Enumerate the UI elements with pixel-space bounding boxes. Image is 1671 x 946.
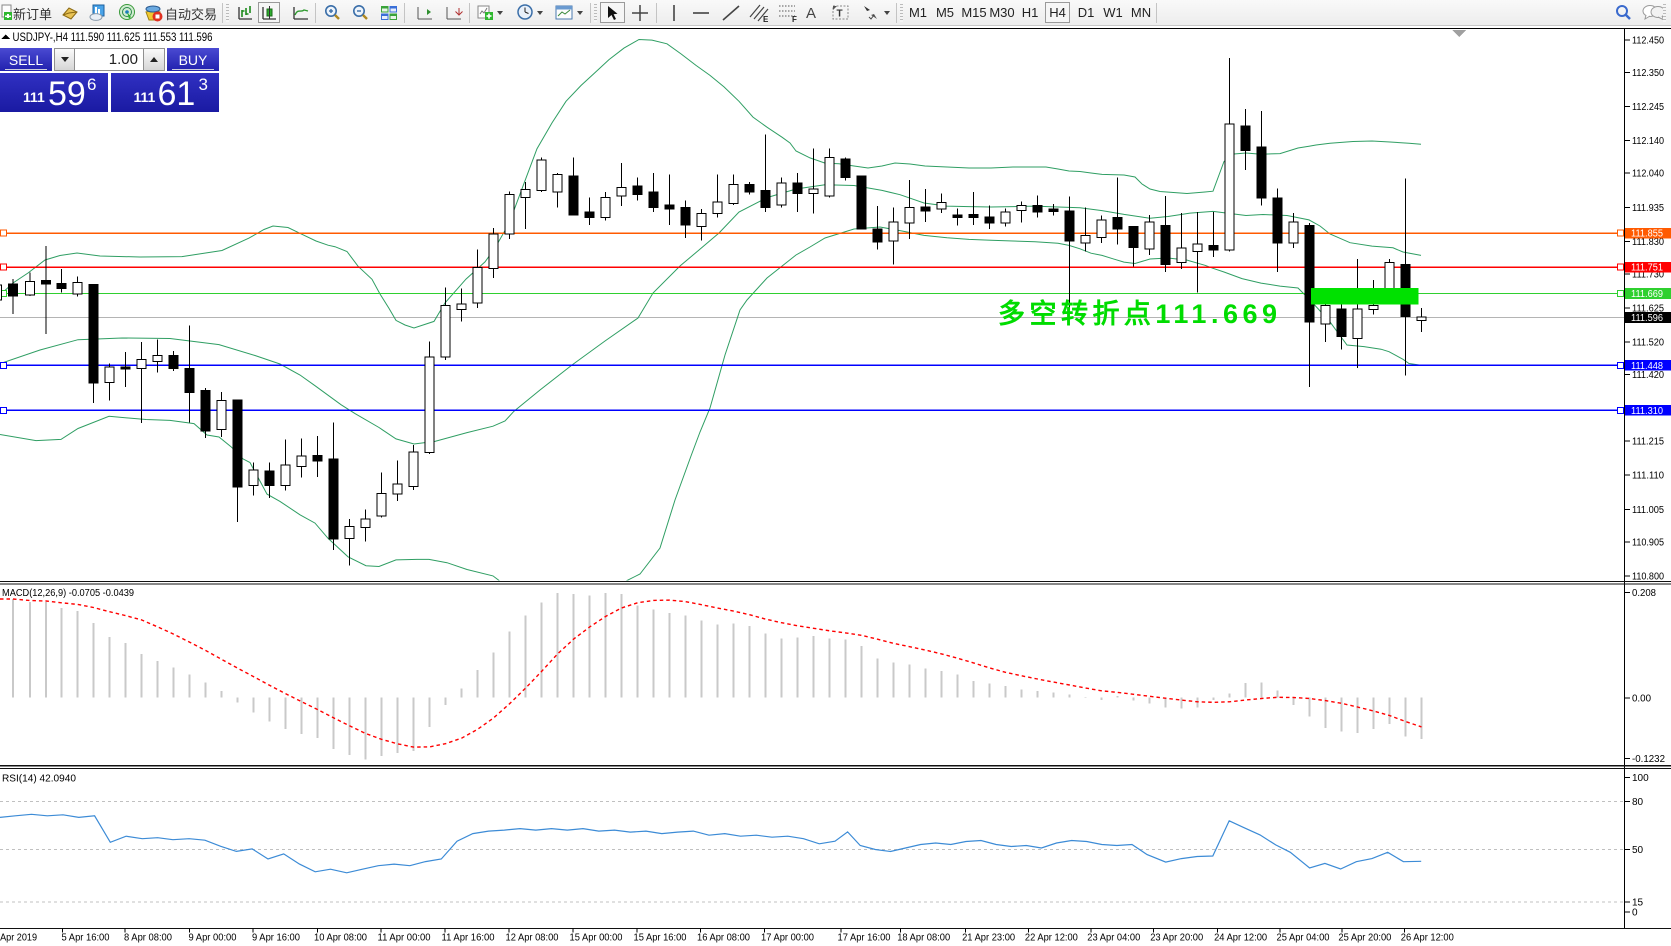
svg-text:111.855: 111.855 bbox=[1631, 229, 1663, 240]
svg-text:111.625: 111.625 bbox=[1632, 304, 1664, 315]
svg-text:50: 50 bbox=[1632, 845, 1644, 856]
svg-text:111.110: 111.110 bbox=[1632, 471, 1664, 482]
svg-text:112.140: 112.140 bbox=[1632, 136, 1664, 147]
svg-text:111.448: 111.448 bbox=[1631, 361, 1663, 372]
svg-text:25 Apr 04:00: 25 Apr 04:00 bbox=[1277, 932, 1330, 944]
svg-text:111.830: 111.830 bbox=[1632, 237, 1664, 248]
svg-text:11 Apr 16:00: 11 Apr 16:00 bbox=[442, 932, 495, 944]
svg-text:17 Apr 00:00: 17 Apr 00:00 bbox=[761, 932, 814, 944]
svg-text:23 Apr 04:00: 23 Apr 04:00 bbox=[1087, 932, 1140, 944]
svg-text:0: 0 bbox=[1632, 908, 1638, 919]
svg-text:111.520: 111.520 bbox=[1632, 338, 1664, 349]
svg-text:T: T bbox=[837, 9, 843, 20]
svg-text:111.935: 111.935 bbox=[1632, 203, 1664, 214]
svg-text:111.310: 111.310 bbox=[1631, 406, 1663, 417]
svg-text:26 Apr 12:00: 26 Apr 12:00 bbox=[1401, 932, 1454, 944]
svg-text:多空转折点111.669: 多空转折点111.669 bbox=[998, 298, 1277, 329]
svg-text:23 Apr 20:00: 23 Apr 20:00 bbox=[1150, 932, 1203, 944]
svg-text:111.596: 111.596 bbox=[1631, 313, 1663, 324]
svg-text:21 Apr 23:00: 21 Apr 23:00 bbox=[962, 932, 1015, 944]
svg-text:112.040: 112.040 bbox=[1632, 169, 1664, 180]
svg-text:F: F bbox=[792, 15, 797, 23]
svg-text:111.730: 111.730 bbox=[1632, 269, 1664, 280]
svg-text:111.751: 111.751 bbox=[1631, 263, 1663, 274]
svg-text:RSI(14) 42.0940: RSI(14) 42.0940 bbox=[2, 774, 76, 785]
svg-text:5 Apr 2019: 5 Apr 2019 bbox=[0, 932, 37, 944]
svg-text:112.450: 112.450 bbox=[1632, 36, 1664, 47]
svg-text:5 Apr 16:00: 5 Apr 16:00 bbox=[62, 932, 110, 944]
svg-text:12 Apr 08:00: 12 Apr 08:00 bbox=[506, 932, 559, 944]
svg-text:0.208: 0.208 bbox=[1632, 588, 1656, 599]
svg-text:24 Apr 12:00: 24 Apr 12:00 bbox=[1214, 932, 1267, 944]
svg-text:22 Apr 12:00: 22 Apr 12:00 bbox=[1025, 932, 1078, 944]
svg-text:112.350: 112.350 bbox=[1632, 68, 1664, 79]
svg-text:E: E bbox=[763, 15, 769, 23]
svg-text:18 Apr 08:00: 18 Apr 08:00 bbox=[897, 932, 950, 944]
svg-text:111.669: 111.669 bbox=[1631, 289, 1663, 300]
svg-text:110.800: 110.800 bbox=[1632, 571, 1664, 582]
svg-text:80: 80 bbox=[1632, 797, 1644, 808]
svg-text:0.00: 0.00 bbox=[1632, 693, 1651, 704]
svg-text:11 Apr 00:00: 11 Apr 00:00 bbox=[378, 932, 431, 944]
svg-text:112.245: 112.245 bbox=[1632, 102, 1664, 113]
svg-text:10 Apr 08:00: 10 Apr 08:00 bbox=[314, 932, 367, 944]
svg-text:100: 100 bbox=[1632, 773, 1649, 784]
svg-text:MACD(12,26,9) -0.0705 -0.0439: MACD(12,26,9) -0.0705 -0.0439 bbox=[2, 588, 134, 599]
svg-text:8 Apr 08:00: 8 Apr 08:00 bbox=[124, 932, 172, 944]
svg-text:16 Apr 08:00: 16 Apr 08:00 bbox=[697, 932, 750, 944]
svg-text:USDJPY-,H4 111.590 111.625 11: USDJPY-,H4 111.590 111.625 111.553 111.5… bbox=[13, 32, 213, 44]
svg-text:9 Apr 16:00: 9 Apr 16:00 bbox=[252, 932, 300, 944]
svg-text:15 Apr 00:00: 15 Apr 00:00 bbox=[570, 932, 623, 944]
svg-text:25 Apr 20:00: 25 Apr 20:00 bbox=[1338, 932, 1391, 944]
svg-text:-0.1232: -0.1232 bbox=[1632, 754, 1665, 765]
svg-text:111.215: 111.215 bbox=[1632, 437, 1664, 448]
svg-text:110.905: 110.905 bbox=[1632, 537, 1664, 548]
svg-text:15 Apr 16:00: 15 Apr 16:00 bbox=[634, 932, 687, 944]
svg-text:15: 15 bbox=[1632, 898, 1644, 909]
svg-text:9 Apr 00:00: 9 Apr 00:00 bbox=[189, 932, 237, 944]
svg-text:111.005: 111.005 bbox=[1632, 505, 1664, 516]
svg-text:111.420: 111.420 bbox=[1632, 370, 1664, 381]
svg-text:17 Apr 16:00: 17 Apr 16:00 bbox=[838, 932, 891, 944]
